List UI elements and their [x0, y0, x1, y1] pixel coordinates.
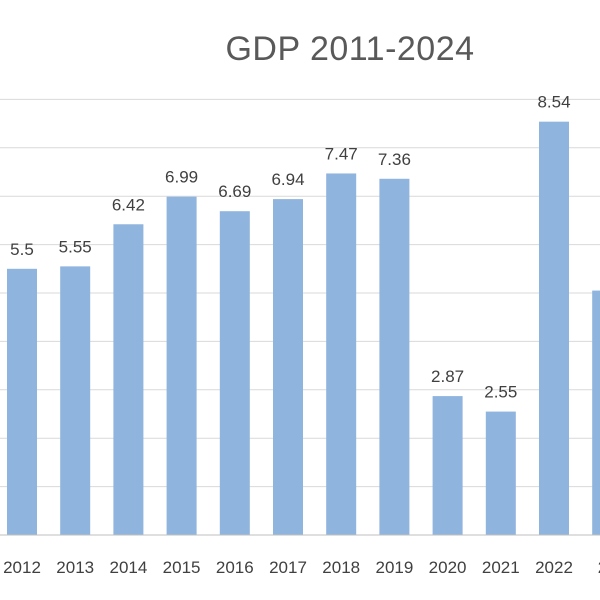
data-label: 6.69: [218, 182, 251, 201]
data-label: 7.47: [325, 144, 358, 163]
x-tick-label: 2013: [56, 558, 94, 577]
x-tick-labels: 2012 2013 2014 2015 2016 2017 2018 2019 2020 2021…: [3, 558, 600, 577]
data-label: 7.36: [378, 150, 411, 169]
bar: [379, 178, 410, 535]
data-label: 8.54: [537, 93, 570, 112]
data-label: 6.99: [165, 168, 198, 187]
x-tick-label: 2016: [216, 558, 254, 577]
chart-title: GDP 2011-2024: [225, 30, 475, 68]
x-tick-label: 2015: [163, 558, 201, 577]
bar: [592, 290, 600, 535]
x-tick-label: 2014: [109, 558, 147, 577]
x-tick-label: 2021: [482, 558, 520, 577]
bar: [273, 199, 303, 535]
bar: [485, 411, 516, 535]
x-tick-label: 2012: [3, 558, 41, 577]
x-tick-label: 2018: [322, 558, 360, 577]
bar: [539, 121, 569, 535]
data-label: 2.87: [431, 367, 464, 386]
bars: [7, 121, 600, 536]
data-label: 5.55: [59, 237, 92, 256]
x-tick-label: 2020: [429, 558, 467, 577]
data-label: 2.55: [484, 383, 517, 402]
bar: [219, 211, 250, 536]
x-tick-label: 20: [598, 558, 600, 577]
bar: [60, 266, 91, 535]
data-labels: 5.5 5.55 6.42 6.99 6.69 6.94 7.47 7.36 2.87 2.55 8…: [10, 93, 570, 402]
data-label: 6.94: [271, 170, 304, 189]
bar: [166, 196, 197, 535]
bar: [326, 173, 357, 535]
x-tick-label: 2019: [375, 558, 413, 577]
bar: [7, 268, 37, 535]
data-label: 5.5: [10, 240, 34, 259]
data-label: 6.42: [112, 195, 145, 214]
bar: [113, 224, 144, 535]
bar: [432, 396, 463, 535]
x-tick-label: 2017: [269, 558, 307, 577]
x-tick-label: 2022: [535, 558, 573, 577]
